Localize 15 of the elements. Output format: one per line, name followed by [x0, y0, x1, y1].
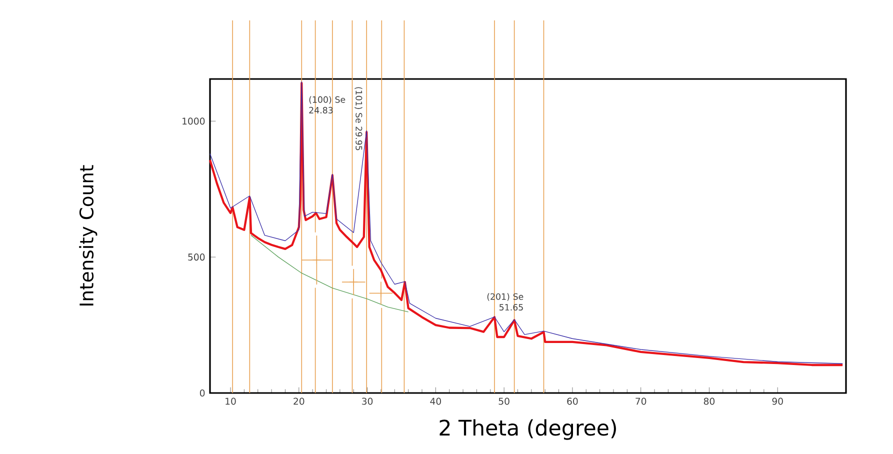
- y-tick-label: 1000: [182, 118, 205, 125]
- x-tick-label: 50: [498, 398, 510, 405]
- annotation: (101) Se 29.95: [354, 87, 362, 150]
- x-tick-label: 10: [226, 398, 236, 405]
- x-tick-label: 20: [294, 398, 304, 405]
- x-axis-title: 2 Theta (degree): [440, 419, 616, 440]
- y-axis-title: Intensity Count: [79, 165, 98, 306]
- y-tick-label: 500: [188, 254, 205, 261]
- x-tick-label: 80: [704, 398, 715, 405]
- x-tick-label: 70: [636, 398, 646, 405]
- x-tick-label: 40: [430, 398, 441, 405]
- x-tick-label: 90: [772, 398, 783, 405]
- y-tick-label: 0: [200, 389, 205, 397]
- x-tick-label: 60: [567, 398, 578, 405]
- x-tick-label: 30: [362, 398, 373, 405]
